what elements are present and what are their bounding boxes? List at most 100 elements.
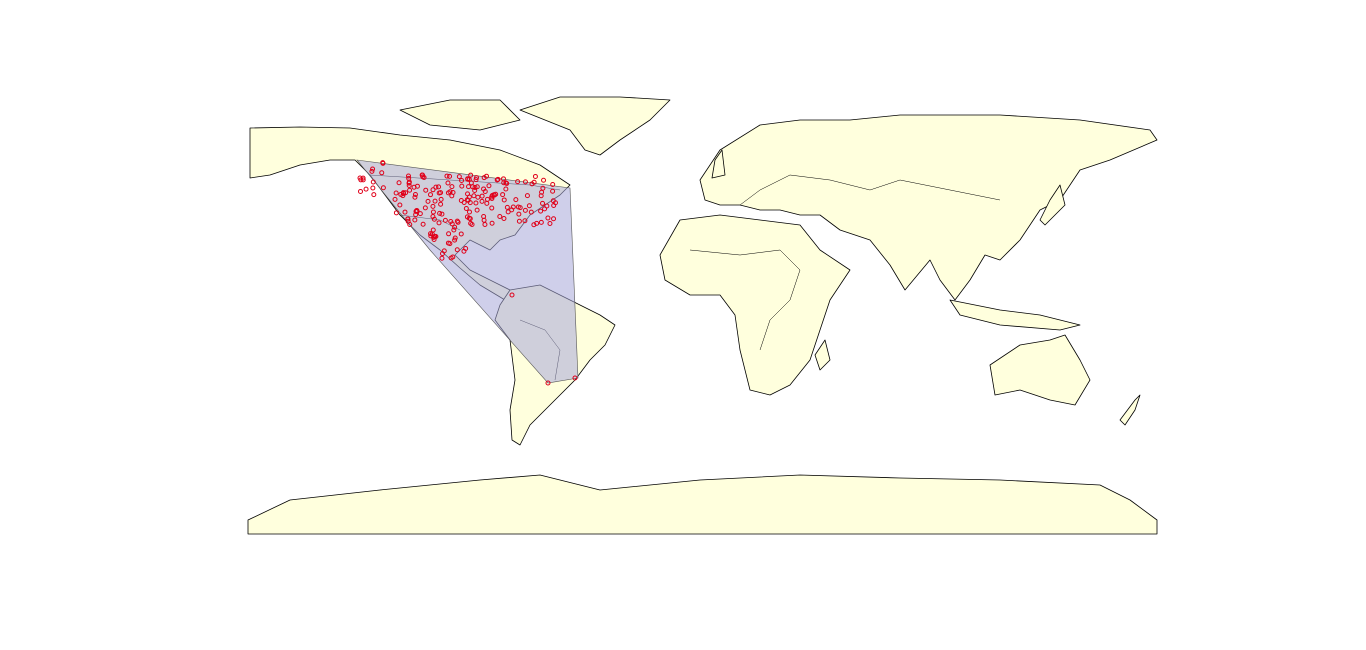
city-point xyxy=(379,170,385,176)
city-point xyxy=(459,177,465,183)
city-points xyxy=(357,160,578,386)
city-point xyxy=(433,184,439,190)
city-point xyxy=(414,183,420,189)
city-point xyxy=(515,204,521,210)
city-point xyxy=(495,176,501,182)
city-point xyxy=(468,172,474,178)
city-point xyxy=(393,190,399,196)
city-point xyxy=(501,180,507,186)
city-point xyxy=(449,193,455,199)
city-point xyxy=(469,222,475,228)
city-point xyxy=(363,186,369,192)
city-point xyxy=(510,204,516,210)
australia xyxy=(989,334,1091,406)
city-point xyxy=(441,248,447,254)
city-point xyxy=(529,181,535,187)
city-point xyxy=(526,203,532,209)
city-point xyxy=(489,205,495,211)
city-point xyxy=(369,168,375,174)
city-point xyxy=(551,216,557,222)
city-point xyxy=(449,184,455,190)
city-point xyxy=(489,220,495,226)
city-point xyxy=(465,191,471,197)
city-point xyxy=(489,195,495,201)
city-point xyxy=(447,189,453,195)
city-point xyxy=(417,211,423,217)
city-point xyxy=(432,233,438,239)
city-point xyxy=(438,190,444,196)
city-point xyxy=(439,255,445,261)
city-point xyxy=(482,221,488,227)
city-point xyxy=(467,200,473,206)
city-point xyxy=(500,192,506,198)
city-point xyxy=(358,177,364,183)
city-point xyxy=(513,197,519,203)
city-point xyxy=(380,160,386,166)
city-point xyxy=(452,235,458,241)
city-point xyxy=(456,174,462,180)
city-point xyxy=(538,219,544,225)
city-point xyxy=(406,183,412,189)
city-point xyxy=(474,175,480,181)
city-point xyxy=(522,179,528,185)
convex-hull xyxy=(356,159,579,384)
city-point xyxy=(436,220,442,226)
border xyxy=(739,174,1001,206)
city-point xyxy=(438,201,444,207)
city-point xyxy=(423,187,429,193)
city-point xyxy=(504,204,510,210)
city-point xyxy=(430,187,436,193)
city-point xyxy=(430,214,436,220)
border xyxy=(689,249,801,351)
city-point xyxy=(466,215,472,221)
city-point xyxy=(551,202,557,208)
city-point xyxy=(472,185,478,191)
city-point xyxy=(454,247,460,253)
city-point xyxy=(458,197,464,203)
city-point xyxy=(402,209,408,215)
city-point xyxy=(430,203,436,209)
city-point xyxy=(393,210,399,216)
city-point xyxy=(466,209,472,215)
city-point xyxy=(430,209,436,215)
city-point xyxy=(494,177,500,183)
city-point xyxy=(547,220,553,226)
city-point xyxy=(370,185,376,191)
city-point xyxy=(572,375,578,381)
city-point xyxy=(397,202,403,208)
city-point xyxy=(474,207,480,213)
city-point xyxy=(371,192,377,198)
continents xyxy=(247,96,1158,535)
city-point xyxy=(550,188,556,194)
city-point xyxy=(534,220,540,226)
city-point xyxy=(493,191,499,197)
southeast-asia-islands xyxy=(949,299,1081,331)
city-point xyxy=(540,200,546,206)
city-point xyxy=(484,200,490,206)
city-point xyxy=(396,180,402,186)
city-point xyxy=(400,190,406,196)
city-point xyxy=(486,183,492,189)
city-point xyxy=(550,181,556,187)
city-point xyxy=(380,185,386,191)
city-point xyxy=(516,218,522,224)
arctic-islands xyxy=(399,99,521,131)
city-point xyxy=(412,217,418,223)
city-point xyxy=(407,187,413,193)
city-point xyxy=(436,184,442,190)
city-point xyxy=(544,203,550,209)
city-point xyxy=(358,188,364,194)
city-point xyxy=(509,292,515,298)
city-point xyxy=(481,186,487,192)
new-zealand xyxy=(1119,394,1141,426)
city-point xyxy=(438,196,444,202)
city-point xyxy=(504,180,510,186)
city-point xyxy=(452,224,458,230)
city-point xyxy=(465,176,471,182)
city-point xyxy=(545,215,551,221)
city-point xyxy=(370,166,376,172)
city-point xyxy=(472,187,478,193)
city-point xyxy=(420,172,426,178)
city-point xyxy=(414,207,420,213)
